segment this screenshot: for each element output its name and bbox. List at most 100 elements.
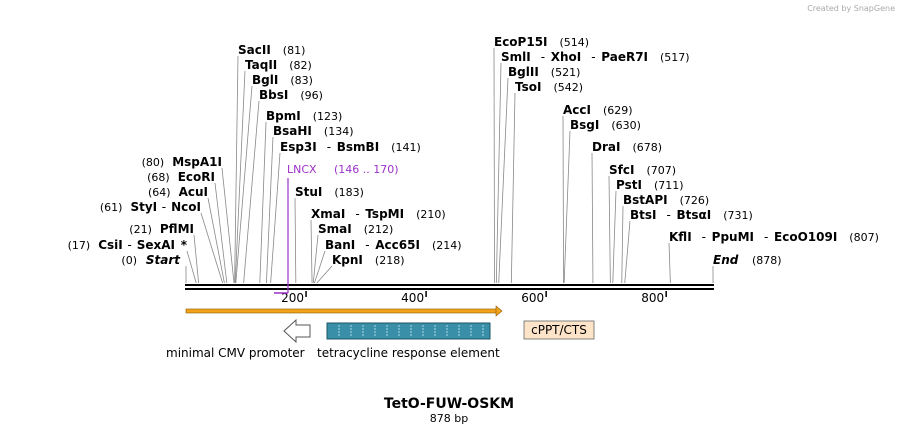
site-name-separator: -: [764, 230, 768, 244]
site-connector-line: [214, 182, 228, 284]
site-enzyme-name: BstAPI: [623, 193, 668, 207]
restriction-site-label[interactable]: SmaI (212): [318, 222, 393, 236]
site-connector-line: [563, 130, 571, 284]
site-name-separator: -: [327, 140, 331, 154]
site-connector-line: [200, 212, 223, 284]
site-position: (731): [723, 209, 753, 222]
site-enzyme-name: XhoI: [551, 50, 582, 64]
restriction-site-label[interactable]: BglII (521): [508, 65, 580, 79]
site-position: (134): [324, 125, 354, 138]
site-connector-line: [310, 219, 313, 284]
restriction-site-label[interactable]: EcoP15I (514): [494, 35, 589, 49]
restriction-site-label[interactable]: StuI (183): [295, 185, 364, 199]
restriction-site-label[interactable]: PflMI (21): [129, 222, 194, 236]
site-enzyme-name: SmlI: [501, 50, 531, 64]
restriction-site-label[interactable]: BsaHI (134): [273, 124, 354, 138]
restriction-site-label[interactable]: TsoI (542): [515, 80, 583, 94]
site-connector-line: [668, 242, 671, 284]
site-position: (83): [290, 74, 313, 87]
restriction-site-label[interactable]: BanI - Acc65I (214): [325, 238, 462, 252]
site-enzyme-name: TaqII: [245, 58, 277, 72]
site-connector-line: [294, 197, 297, 284]
site-connector-line: [266, 136, 274, 284]
axis-tick-label: 400: [401, 291, 424, 305]
restriction-site-label[interactable]: KpnI (218): [332, 253, 405, 267]
tre-stripes: [338, 325, 484, 337]
site-connector-line: [312, 234, 319, 284]
site-enzyme-name: BsmBI: [337, 140, 379, 154]
site-position: (141): [391, 141, 421, 154]
feature-tetracycline-response-element[interactable]: tetracycline response element: [317, 322, 500, 360]
restriction-site-label[interactable]: KflI - PpuMI - EcoO109I (807): [669, 230, 879, 244]
site-enzyme-name: SexAI: [137, 238, 175, 252]
site-connector-line: [591, 152, 594, 284]
site-enzyme-name: EcoRI: [178, 170, 215, 184]
restriction-site-label[interactable]: EcoRI (68): [147, 170, 215, 184]
restriction-site-label[interactable]: TaqII (82): [245, 58, 312, 72]
site-enzyme-name: PpuMI: [712, 230, 754, 244]
site-name-separator: -: [365, 238, 369, 252]
restriction-site-label[interactable]: XmaI - TspMI (210): [311, 207, 446, 221]
end-marker[interactable]: End (878): [713, 253, 782, 267]
site-enzyme-name: BglI: [252, 73, 278, 87]
restriction-site-label[interactable]: NcoI-StyI (61): [100, 200, 201, 214]
site-connector-line: [259, 121, 267, 284]
restriction-site-label[interactable]: BtsI - BtsαI (731): [630, 208, 753, 222]
site-enzyme-name: PaeR7I: [601, 50, 648, 64]
restriction-site-label[interactable]: * SexAI-CsiI (17): [68, 238, 188, 252]
primer-range: (146 .. 170): [334, 163, 399, 176]
start-marker[interactable]: Start (0): [121, 253, 181, 267]
orf-bar-body: [185, 308, 500, 314]
restriction-site-label[interactable]: SmlI - XhoI - PaeR7I (517): [501, 50, 690, 64]
site-enzyme-name: EcoP15I: [494, 35, 548, 49]
site-enzyme-name: NcoI: [171, 200, 201, 214]
site-enzyme-name: XmaI: [311, 207, 345, 221]
restriction-site-label[interactable]: DraI (678): [592, 140, 662, 154]
site-enzyme-name: BtsI: [630, 208, 657, 222]
primer-lncx[interactable]: LNCX (146 .. 170): [274, 163, 399, 294]
site-lines: [185, 47, 714, 284]
orf-bar-arrowhead: [495, 305, 503, 317]
restriction-site-label[interactable]: SfcI (707): [609, 163, 676, 177]
site-name-separator: -: [127, 238, 131, 252]
site-position: (123): [313, 110, 343, 123]
restriction-site-label[interactable]: SacII (81): [238, 43, 305, 57]
site-enzyme-name: AcuI: [179, 185, 208, 199]
restriction-site-label[interactable]: BstAPI (726): [623, 193, 709, 207]
tre-box: [326, 322, 491, 340]
site-position: (68): [147, 171, 170, 184]
feature-cppt-cts[interactable]: cPPT/CTS: [523, 320, 595, 340]
site-enzyme-name: EcoO109I: [774, 230, 837, 244]
site-enzyme-name: AccI: [563, 103, 591, 117]
feature-minimal-cmv-promoter[interactable]: minimal CMV promoter: [166, 318, 311, 360]
restriction-site-label[interactable]: BsgI (630): [570, 118, 641, 132]
axis-tick-label: 200: [281, 291, 304, 305]
restriction-site-label[interactable]: BpmI (123): [266, 109, 342, 123]
site-labels: SacII (81) TaqII (82) BglI (83)BbsI (96) BpmI (1…: [68, 35, 879, 267]
site-asterisk: *: [181, 238, 188, 252]
restriction-site-label[interactable]: AcuI (64): [148, 185, 208, 199]
site-enzyme-name: StyI: [130, 200, 157, 214]
end-label: End: [713, 253, 739, 267]
orf-bar[interactable]: [185, 305, 503, 317]
site-connector-line: [235, 85, 253, 284]
restriction-site-label[interactable]: BbsI (96): [259, 88, 323, 102]
restriction-site-label[interactable]: BglI (83): [252, 73, 313, 87]
site-connector-line: [562, 115, 564, 284]
site-connector-line: [316, 265, 333, 284]
restriction-site-label[interactable]: Esp3I - BsmBI (141): [280, 140, 421, 154]
site-enzyme-name: BsgI: [570, 118, 599, 132]
site-position: (21): [129, 223, 152, 236]
site-position: (521): [551, 66, 581, 79]
backbone-top-line: [185, 284, 714, 286]
restriction-site-label[interactable]: MspA1I (80): [142, 155, 222, 169]
axis-tick-label: 800: [641, 291, 664, 305]
site-position: (629): [603, 104, 633, 117]
axis-tick-label: 600: [521, 291, 544, 305]
site-name-separator: -: [541, 50, 545, 64]
restriction-site-label[interactable]: AccI (629): [563, 103, 633, 117]
site-connector-line: [221, 167, 235, 284]
site-connector-line: [621, 205, 624, 284]
restriction-site-label[interactable]: PstI (711): [616, 178, 684, 192]
site-connector-line: [186, 250, 197, 284]
